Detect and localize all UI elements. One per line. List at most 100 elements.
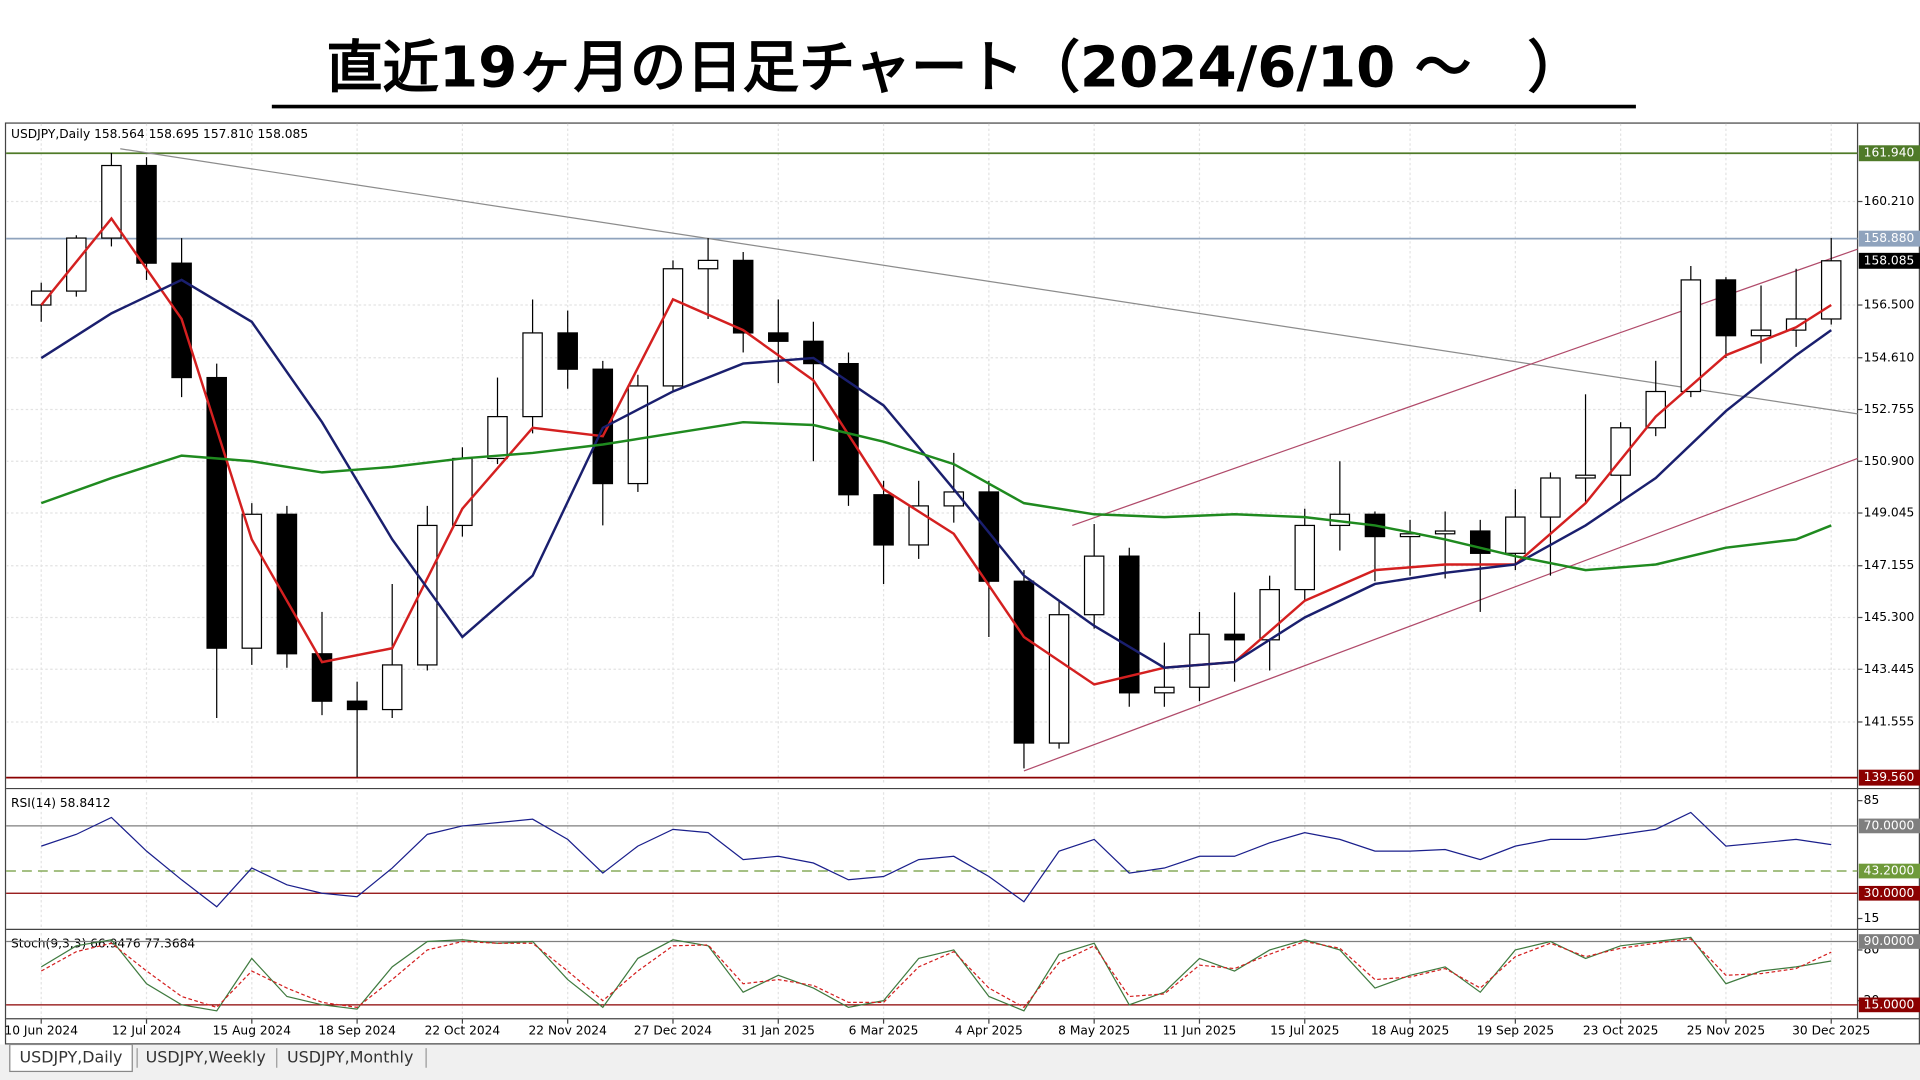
candle-body [592,368,614,485]
x-tick-label: 15 Aug 2024 [213,1024,292,1038]
level-label-bg [1858,997,1920,1013]
y-tick-label: 15 [1864,911,1880,925]
candle-body [662,268,684,387]
level-label: 70.0000 [1864,818,1915,832]
candle-body [627,385,649,485]
chart-frame [4,122,1920,1045]
tab[interactable]: USDJPY,Monthly [287,1047,413,1066]
candle-body [838,362,859,496]
x-tick-label: 19 Sep 2025 [1477,1024,1555,1038]
y-tick-label: 143.445 [1864,662,1915,676]
panel-header: RSI(14) 58.8412 [11,796,110,810]
candle-body [1434,530,1456,535]
candle-body [1540,477,1561,518]
level-label: 43.2000 [1864,864,1915,878]
candle-body [136,164,157,264]
panel-header: Stoch(9,3,3) 66.9476 77.3684 [11,937,195,951]
candle-body [1680,279,1702,393]
x-tick-label: 30 Dec 2025 [1792,1024,1870,1038]
x-tick-label: 22 Nov 2024 [529,1024,608,1038]
current-price-bg [1858,252,1920,269]
level-label: 15.0000 [1864,997,1915,1011]
candle-body [522,332,543,418]
candle-body [557,332,578,370]
candle-body [206,376,227,649]
candle-body [1294,524,1316,591]
price-label-bg [1858,230,1920,247]
tab-active-bg [9,1043,133,1073]
trend-line [1023,457,1858,772]
candle-body [276,513,298,655]
x-tick-label: 6 Mar 2025 [849,1024,919,1038]
indicator-line [41,811,1832,908]
candle-body [1224,633,1245,641]
candle-body [978,491,1000,582]
y-tick-label: 85 [1864,793,1880,807]
candle-body [1505,516,1526,554]
x-tick-label: 10 Jun 2024 [4,1024,78,1038]
candle-body [417,524,438,666]
y-tick-label: 145.300 [1864,610,1915,624]
price-label-bg [1858,145,1920,162]
x-tick-label: 18 Aug 2025 [1371,1024,1449,1038]
x-tick-label: 22 Oct 2024 [425,1024,501,1038]
tab[interactable]: USDJPY,Weekly [146,1047,266,1066]
candle-body [241,513,263,649]
candle-body [381,664,403,711]
indicator-line [40,938,1832,1009]
level-label-bg [1858,934,1920,949]
candle-body [452,457,473,527]
price-label: 158.880 [1864,231,1915,245]
x-tick-label: 12 Jul 2024 [112,1024,181,1038]
candle-body [1189,633,1210,688]
panel-header: USDJPY,Daily 158.564 158.695 157.810 158… [11,127,308,141]
candle-body [1785,318,1807,331]
price-label: 161.940 [1864,146,1915,160]
candle-body [732,259,754,334]
x-tick-label: 18 Sep 2024 [318,1024,396,1038]
candle-body [30,290,52,306]
candle-body [1715,279,1737,337]
candle-body [1575,474,1596,479]
candle-body [487,416,508,460]
level-label-bg [1858,818,1920,834]
level-label: 90.0000 [1864,934,1915,948]
price-label: 139.560 [1864,770,1915,784]
price-label-bg [1858,769,1920,786]
candle-body [1013,580,1035,744]
candle-body [1610,427,1631,476]
y-tick-label: 147.155 [1864,558,1915,572]
y-tick-label: 160.210 [1864,194,1915,208]
candle-body [1083,555,1105,616]
candle-body [768,332,789,342]
x-tick-label: 27 Dec 2024 [634,1024,712,1038]
y-tick-label: 141.555 [1864,714,1915,728]
candle-body [1118,555,1140,694]
moving-average [40,216,1832,686]
x-tick-label: 15 Jul 2025 [1270,1024,1339,1038]
level-label-bg [1858,885,1920,901]
x-tick-label: 8 May 2025 [1058,1024,1130,1038]
candle-body [1750,329,1772,337]
tab[interactable]: USDJPY,Daily [20,1047,123,1066]
x-tick-label: 25 Nov 2025 [1687,1024,1765,1038]
moving-average [40,420,1832,572]
indicator-line [40,936,1832,1012]
moving-average [40,278,1832,669]
level-label: 30.0000 [1864,886,1915,900]
candle-body [101,164,122,239]
y-tick-label: 150.900 [1864,454,1915,468]
x-tick-label: 31 Jan 2025 [742,1024,815,1038]
tab-bar [0,1044,1920,1080]
candle-body [346,700,368,711]
y-tick-label: 149.045 [1864,506,1915,520]
candle-body [697,259,719,270]
x-tick-label: 23 Oct 2025 [1583,1024,1659,1038]
candle-body [1154,686,1175,694]
y-tick-label: 154.610 [1864,350,1915,364]
level-label-bg [1858,863,1920,879]
x-tick-label: 11 Jun 2025 [1163,1024,1237,1038]
